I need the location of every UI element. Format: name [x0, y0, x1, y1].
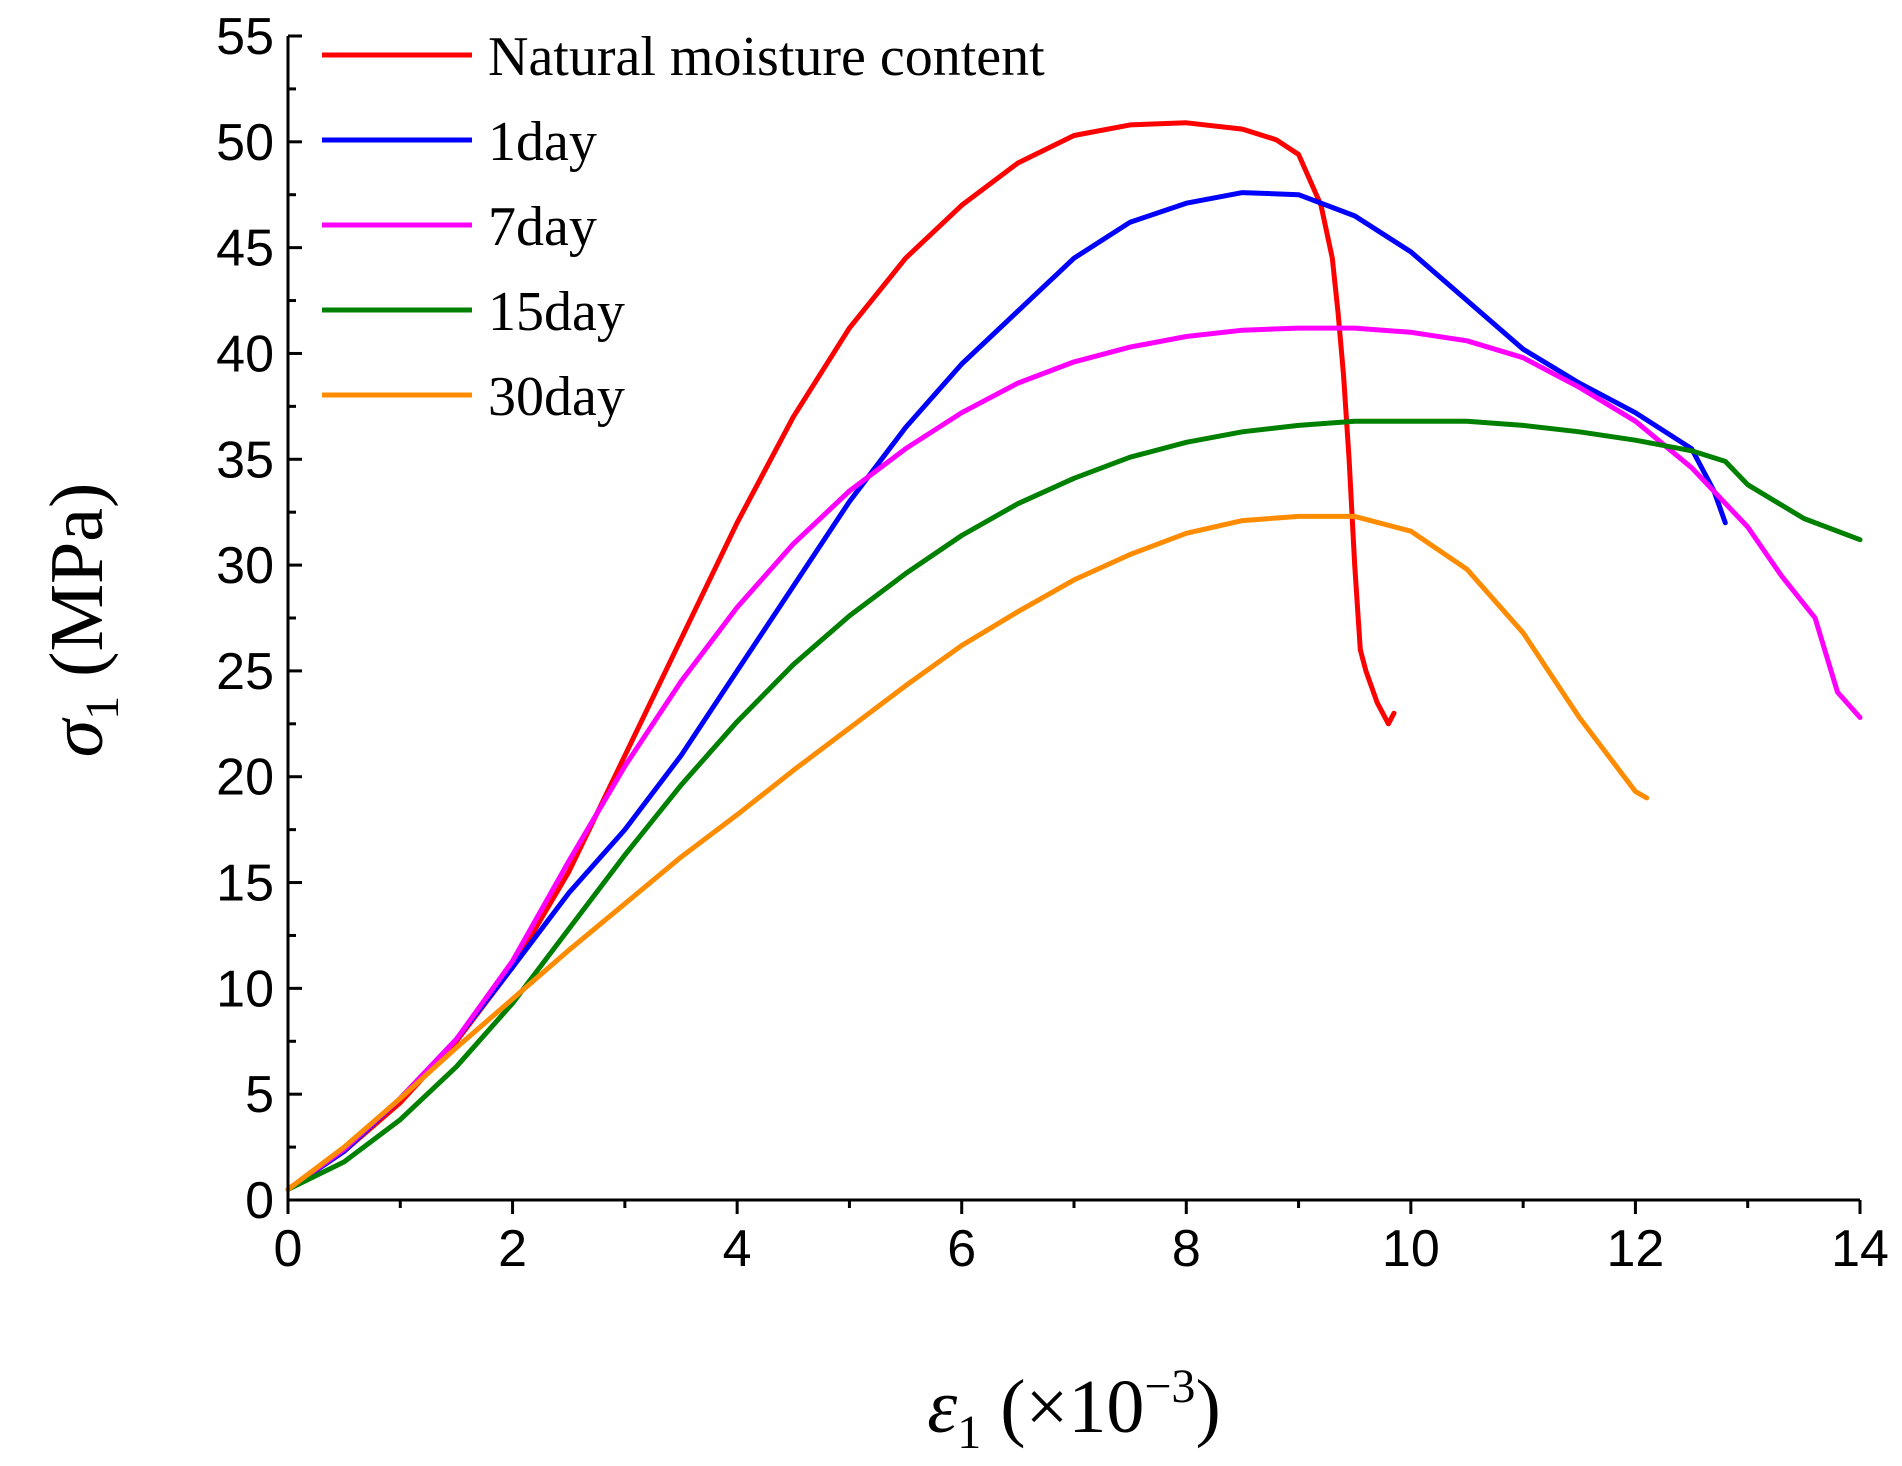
y-tick-label: 25: [216, 643, 274, 701]
series-line-30day: [285, 513, 1650, 1192]
legend-item: 15day: [322, 281, 625, 343]
x-axis-unit-suffix: ): [1195, 1365, 1220, 1449]
series-layer: [285, 120, 1863, 1192]
x-tick-label: 6: [947, 1220, 976, 1278]
x-tick-label: 2: [498, 1220, 527, 1278]
legend-item: 7day: [322, 196, 597, 258]
legend-label: 7day: [488, 196, 597, 258]
x-tick-label: 4: [723, 1220, 752, 1278]
y-tick-label: 15: [216, 855, 274, 913]
y-tick-label: 50: [216, 114, 274, 172]
y-axis-unit: (MPa): [35, 483, 119, 696]
x-tick-label: 8: [1172, 1220, 1201, 1278]
y-axis-subscript: 1: [76, 696, 129, 720]
legend-label: 30day: [488, 366, 625, 428]
y-tick-label: 20: [216, 749, 274, 807]
series-line-15day: [285, 418, 1863, 1192]
y-tick-label: 5: [245, 1066, 274, 1124]
x-axis-title: ε1 (×10−3): [927, 1360, 1221, 1459]
series-line-natural-moisture-content: [285, 120, 1397, 1192]
x-tick-label: 10: [1382, 1220, 1440, 1278]
x-tick-label: 12: [1607, 1220, 1665, 1278]
series-line-7day: [285, 325, 1863, 1192]
y-tick-label: 35: [216, 431, 274, 489]
legend-item: Natural moisture content: [322, 26, 1045, 88]
legend-label: Natural moisture content: [488, 26, 1045, 88]
y-tick-label: 10: [216, 960, 274, 1018]
x-tick-label: 14: [1831, 1220, 1889, 1278]
x-ticks: 0 2 4 6 8 10 12 14: [274, 1200, 1889, 1278]
x-axis-exponent: −3: [1144, 1360, 1195, 1413]
y-tick-label: 45: [216, 220, 274, 278]
series-line-1day: [285, 190, 1728, 1192]
x-axis-symbol: ε: [927, 1365, 957, 1449]
y-tick-label: 0: [245, 1172, 274, 1230]
y-axis-title: σ1 (MPa): [35, 483, 129, 758]
x-axis-subscript: 1: [957, 1406, 981, 1459]
legend-item: 1day: [322, 111, 597, 173]
x-axis-unit-prefix: (×10: [981, 1365, 1144, 1449]
y-tick-label: 30: [216, 537, 274, 595]
legend-label: 1day: [488, 111, 597, 173]
y-ticks: 0 5 10 15 20 25 30 35 40 45 50 55: [216, 8, 302, 1230]
y-axis-symbol: σ: [35, 717, 119, 757]
legend: Natural moisture content 1day 7day 15day 30d…: [322, 26, 1045, 428]
legend-item: 30day: [322, 366, 625, 428]
x-tick-label: 0: [274, 1220, 303, 1278]
y-tick-label: 55: [216, 8, 274, 66]
y-tick-label: 40: [216, 325, 274, 383]
legend-label: 15day: [488, 281, 625, 343]
